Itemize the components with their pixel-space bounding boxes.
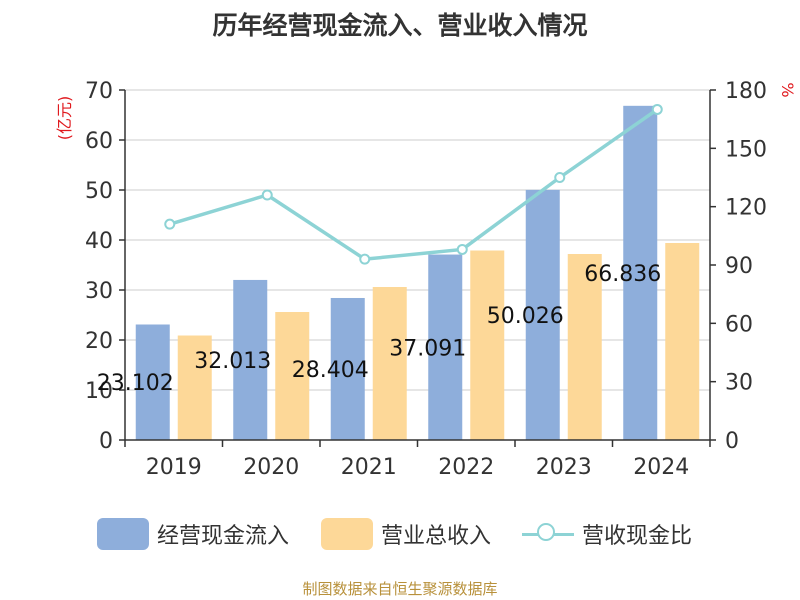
legend-label-inflow: 经营现金流入 [157,524,290,549]
left-axis-unit: (亿元) [55,96,74,141]
axes: 0 10 20 30 40 50 60 70 0 30 60 90 120 150 180 2019 2020 2… [85,79,767,480]
ratio-point [554,172,566,183]
data-label-inflow: 50.026 [487,304,564,329]
bar-revenue [177,335,212,440]
x-tick-label: 2023 [536,455,592,480]
legend-label-revenue: 营业总收入 [381,524,492,549]
right-tick-label: 180 [725,79,767,104]
right-tick-label: 120 [725,196,767,221]
right-tick-label: 90 [725,254,753,279]
data-label-inflow: 28.404 [292,358,369,383]
ratio-line-series [164,103,663,265]
bar-revenue [470,250,505,440]
x-tick-label: 2024 [633,455,689,480]
left-tick-label: 10 [85,379,113,404]
x-tick-label: 2019 [146,455,202,480]
left-tick-label: 20 [85,329,113,354]
bar-inflow [233,279,268,440]
data-label-inflow: 32.013 [194,349,271,374]
data-label-inflow: 23.102 [97,371,174,396]
bar-inflow [330,297,365,440]
ratio-point [261,189,273,201]
ratio-point [456,243,468,255]
bar-revenue [275,312,310,440]
legend: 经营现金流入 营业总收入 营收现金比 [0,516,800,556]
bar-revenue [665,243,700,440]
bar-series [135,105,700,440]
bar-revenue [567,254,602,440]
left-tick-label: 60 [85,129,113,154]
ratio-point [651,103,663,115]
legend-swatch-ratio [522,518,574,550]
right-tick-label: 30 [725,371,753,396]
legend-swatch-revenue [321,518,373,550]
right-axis-unit: % [778,82,797,97]
ratio-point [164,218,176,230]
bar-inflow [623,105,658,440]
data-label-inflow: 37.091 [389,336,466,361]
source-note: 制图数据来自恒生聚源数据库 [302,580,498,598]
right-tick-label: 0 [725,429,739,454]
legend-item-revenue[interactable]: 营业总收入 [321,516,491,552]
x-tick-label: 2020 [243,455,299,480]
bar-inflow [525,189,560,440]
ratio-line [169,108,659,261]
right-tick-label: 150 [725,137,767,162]
bar-inflow [135,324,170,440]
x-tick-label: 2021 [341,455,397,480]
left-tick-label: 0 [99,429,113,454]
bar-revenue [372,287,407,440]
legend-item-ratio[interactable]: 营收现金比 [522,516,692,552]
chart-title: 历年经营现金流入、营业收入情况 [212,11,588,40]
right-tick-label: 60 [725,312,753,337]
bar-inflow [428,254,463,440]
left-tick-label: 70 [85,79,113,104]
left-tick-label: 30 [85,279,113,304]
left-tick-label: 40 [85,229,113,254]
data-label-inflow: 66.836 [584,262,661,287]
x-tick-label: 2022 [438,455,494,480]
legend-swatch-inflow [97,518,149,550]
legend-label-ratio: 营收现金比 [582,524,693,549]
ratio-point [359,253,371,265]
data-labels: 23.102 32.013 28.404 37.091 50.026 66.836 [97,262,661,396]
legend-item-inflow[interactable]: 经营现金流入 [97,516,289,552]
left-tick-label: 50 [85,179,113,204]
